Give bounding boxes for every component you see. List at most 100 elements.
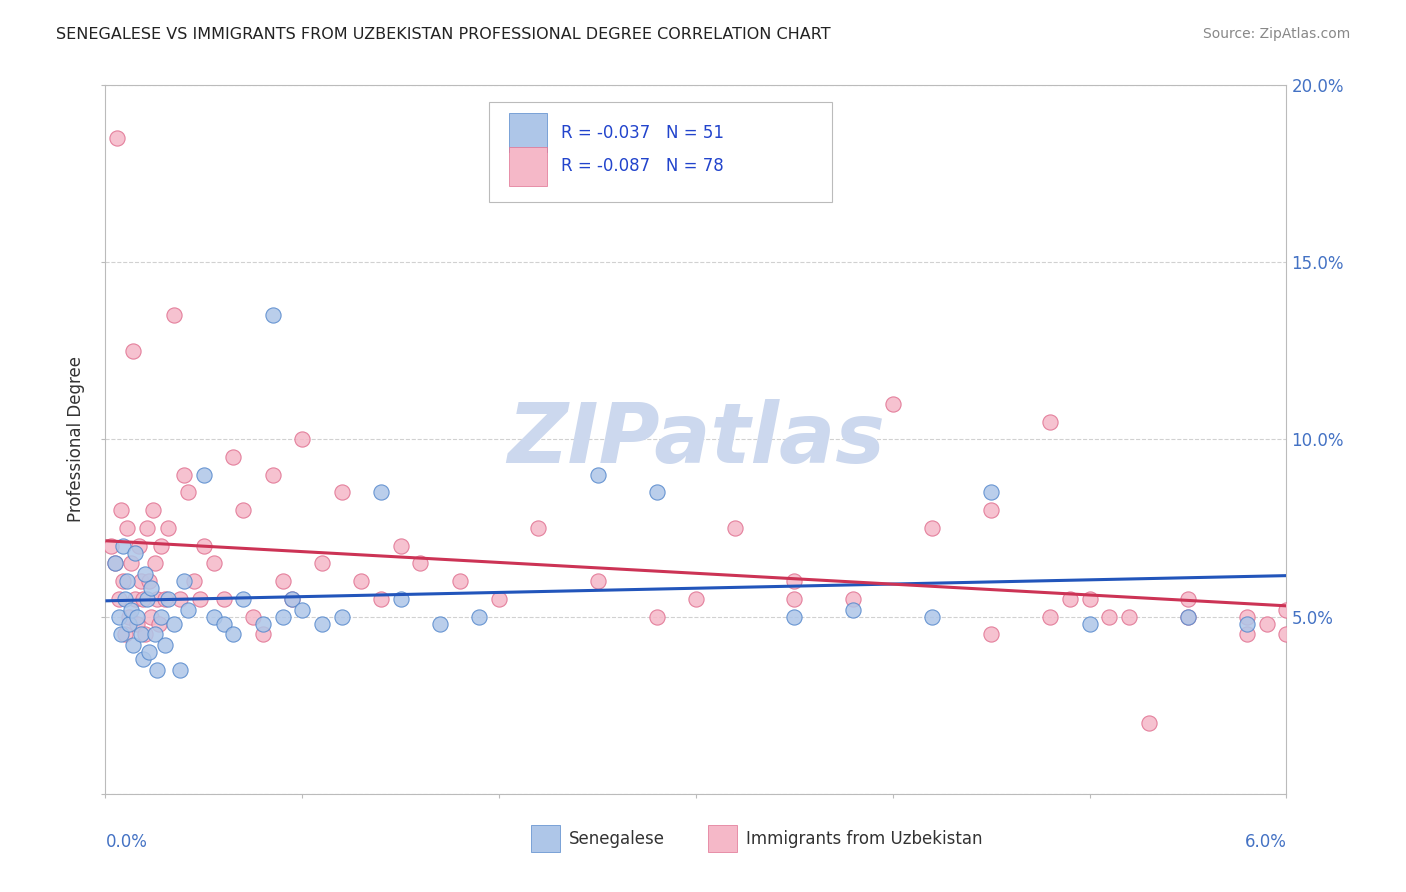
Point <box>330 609 353 624</box>
Point <box>370 485 392 500</box>
Point <box>122 638 145 652</box>
Point <box>193 539 215 553</box>
Point <box>120 557 142 571</box>
Point <box>1256 616 1278 631</box>
Point <box>980 503 1002 517</box>
Point <box>120 602 142 616</box>
Point <box>1236 627 1258 641</box>
Point <box>149 539 172 553</box>
Point <box>138 574 160 589</box>
Point <box>921 521 943 535</box>
Point <box>842 591 865 606</box>
Point <box>104 557 127 571</box>
Point <box>252 627 274 641</box>
Point <box>1078 616 1101 631</box>
Point <box>1039 609 1062 624</box>
Point <box>291 433 314 447</box>
Point <box>921 609 943 624</box>
Point <box>783 574 806 589</box>
Point <box>1177 609 1199 624</box>
Point <box>153 638 176 652</box>
Bar <box>530 825 560 852</box>
Point <box>1236 609 1258 624</box>
Point <box>108 609 131 624</box>
Point <box>311 616 333 631</box>
Point <box>645 609 668 624</box>
Point <box>645 485 668 500</box>
Point <box>114 591 136 606</box>
Point <box>980 627 1002 641</box>
Point <box>212 616 235 631</box>
Point <box>128 539 150 553</box>
Point <box>429 616 451 631</box>
Text: ZIPatlas: ZIPatlas <box>508 399 884 480</box>
Point <box>132 591 155 606</box>
Point <box>271 574 294 589</box>
Point <box>139 581 162 595</box>
Point <box>232 503 254 517</box>
Point <box>138 645 160 659</box>
Point <box>262 308 284 322</box>
Text: R = -0.087   N = 78: R = -0.087 N = 78 <box>561 157 724 176</box>
Point <box>193 467 215 482</box>
Point <box>145 591 167 606</box>
Point <box>1137 715 1160 730</box>
Point <box>586 574 609 589</box>
Text: SENEGALESE VS IMMIGRANTS FROM UZBEKISTAN PROFESSIONAL DEGREE CORRELATION CHART: SENEGALESE VS IMMIGRANTS FROM UZBEKISTAN… <box>56 27 831 42</box>
Point <box>114 627 136 641</box>
Point <box>271 609 294 624</box>
Point <box>202 609 225 624</box>
Point <box>143 557 166 571</box>
Point <box>311 557 333 571</box>
Point <box>143 627 166 641</box>
Point <box>1039 415 1062 429</box>
Point <box>202 557 225 571</box>
Point <box>449 574 471 589</box>
Point <box>135 521 157 535</box>
Point <box>132 652 155 666</box>
Point <box>1098 609 1121 624</box>
Point <box>122 343 145 358</box>
Point <box>389 539 412 553</box>
Point <box>222 450 245 464</box>
Point <box>129 627 152 641</box>
Point <box>188 591 211 606</box>
Point <box>104 557 127 571</box>
Point <box>527 521 550 535</box>
Bar <box>509 147 547 186</box>
Text: R = -0.037   N = 51: R = -0.037 N = 51 <box>561 124 724 142</box>
Point <box>135 591 157 606</box>
Text: 6.0%: 6.0% <box>1244 833 1286 851</box>
Point <box>783 591 806 606</box>
Point <box>685 591 707 606</box>
Point <box>242 609 264 624</box>
Point <box>222 627 245 641</box>
Text: Immigrants from Uzbekistan: Immigrants from Uzbekistan <box>745 830 981 847</box>
Point <box>139 609 162 624</box>
Point <box>1236 616 1258 631</box>
Point <box>118 609 141 624</box>
Point <box>125 609 148 624</box>
Point <box>882 397 904 411</box>
Bar <box>707 825 737 852</box>
Point <box>389 591 412 606</box>
Point <box>100 539 122 553</box>
Point <box>330 485 353 500</box>
Point <box>115 574 138 589</box>
Point <box>153 591 176 606</box>
Point <box>142 503 165 517</box>
Point <box>112 539 135 553</box>
Point <box>586 467 609 482</box>
Point <box>157 591 180 606</box>
Point <box>842 602 865 616</box>
Point <box>124 591 146 606</box>
Point <box>169 663 191 677</box>
Point <box>157 521 180 535</box>
Point <box>110 503 132 517</box>
Point <box>115 521 138 535</box>
Point <box>105 131 128 145</box>
Point <box>783 609 806 624</box>
Point <box>1078 591 1101 606</box>
Point <box>134 627 156 641</box>
Point <box>124 546 146 560</box>
